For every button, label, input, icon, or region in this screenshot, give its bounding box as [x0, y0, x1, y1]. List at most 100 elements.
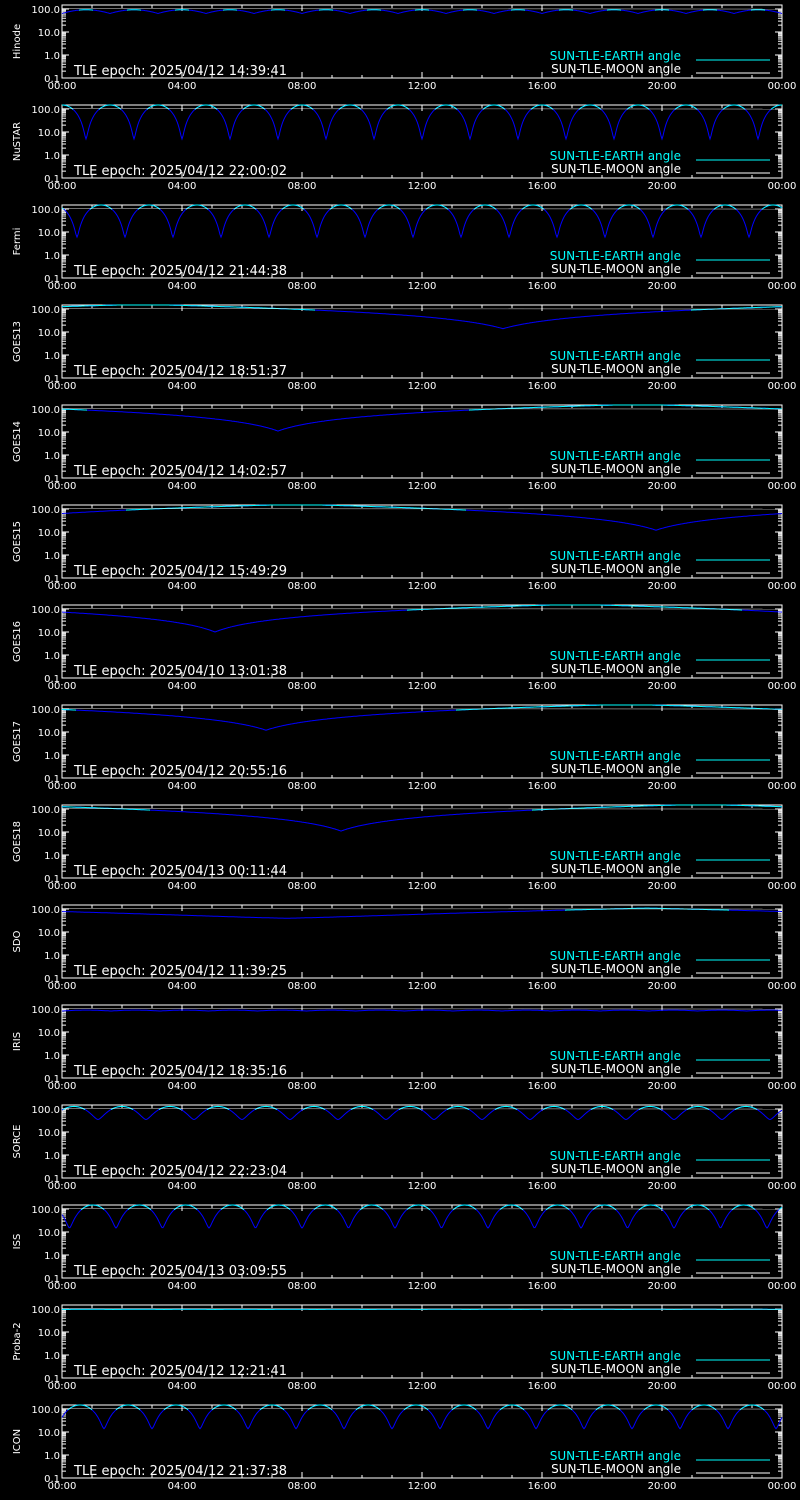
y-axis-ticks: [62, 1308, 782, 1379]
legend-earth-label: SUN-TLE-EARTH angle: [550, 849, 681, 863]
satellite-label: ISS: [12, 1234, 23, 1250]
x-tick-label: 04:00: [168, 1481, 197, 1492]
x-tick-label: 08:00: [288, 1381, 317, 1392]
satellite-label: GOES14: [12, 421, 23, 462]
x-tick-label: 04:00: [168, 781, 197, 792]
y-tick-label: 100.0: [31, 705, 60, 716]
x-tick-label: 20:00: [648, 681, 677, 692]
x-tick-label: 04:00: [168, 1081, 197, 1092]
x-tick-label: 00:00: [768, 981, 797, 992]
x-tick-label: 00:00: [768, 1381, 797, 1392]
x-tick-label: 16:00: [528, 181, 557, 192]
x-tick-label: 20:00: [648, 81, 677, 92]
y-tick-label: 10.0: [38, 428, 60, 439]
legend-earth-label: SUN-TLE-EARTH angle: [550, 249, 681, 263]
y-tick-label: 0.1: [44, 474, 60, 485]
y-tick-label: 0.1: [44, 1274, 60, 1285]
y-axis-ticks: [62, 408, 782, 479]
tle-epoch-text: TLE epoch: 2025/04/12 22:23:04: [73, 1164, 287, 1179]
y-tick-label: 10.0: [38, 28, 60, 39]
legend-earth-label: SUN-TLE-EARTH angle: [550, 149, 681, 163]
x-tick-label: 12:00: [408, 1181, 437, 1192]
y-tick-label: 0.1: [44, 1174, 60, 1185]
legend-moon-label: SUN-TLE-MOON angle: [551, 1362, 681, 1376]
y-tick-label: 1.0: [44, 1251, 60, 1262]
tle-epoch-text: TLE epoch: 2025/04/12 18:35:16: [73, 1064, 287, 1079]
x-tick-label: 04:00: [168, 281, 197, 292]
x-tick-label: 08:00: [288, 981, 317, 992]
x-tick-label: 00:00: [48, 81, 77, 92]
y-tick-label: 1.0: [44, 251, 60, 262]
satellite-label: Proba-2: [12, 1322, 23, 1360]
y-tick-label: 100.0: [31, 305, 60, 316]
y-tick-label: 10.0: [38, 528, 60, 539]
y-axis-ticks: [62, 608, 782, 679]
y-axis-ticks: [62, 108, 782, 179]
y-tick-label: 1.0: [44, 551, 60, 562]
x-tick-label: 20:00: [648, 981, 677, 992]
x-tick-label: 00:00: [768, 881, 797, 892]
x-tick-label: 00:00: [48, 581, 77, 592]
tle-epoch-text: TLE epoch: 2025/04/12 14:02:57: [73, 464, 287, 479]
x-tick-label: 12:00: [408, 881, 437, 892]
x-tick-label: 08:00: [288, 1481, 317, 1492]
satellite-label: GOES13: [12, 321, 23, 362]
y-tick-label: 100.0: [31, 905, 60, 916]
x-tick-label: 12:00: [408, 1381, 437, 1392]
legend-moon-label: SUN-TLE-MOON angle: [551, 1062, 681, 1076]
x-tick-label: 20:00: [648, 1081, 677, 1092]
y-tick-label: 0.1: [44, 1074, 60, 1085]
x-tick-label: 20:00: [648, 1181, 677, 1192]
x-tick-label: 00:00: [48, 481, 77, 492]
x-tick-label: 00:00: [768, 1481, 797, 1492]
x-tick-label: 04:00: [168, 981, 197, 992]
x-tick-label: 20:00: [648, 781, 677, 792]
legend-moon-label: SUN-TLE-MOON angle: [551, 462, 681, 476]
y-tick-label: 0.1: [44, 974, 60, 985]
legend-moon-label: SUN-TLE-MOON angle: [551, 162, 681, 176]
x-tick-label: 08:00: [288, 681, 317, 692]
x-tick-label: 00:00: [48, 1481, 77, 1492]
satellite-label: Fermi: [12, 228, 23, 256]
sun-earth-angle-visible-line: [62, 104, 782, 110]
y-tick-label: 1.0: [44, 51, 60, 62]
y-axis-ticks: [62, 808, 782, 879]
x-tick-label: 12:00: [408, 981, 437, 992]
x-tick-label: 08:00: [288, 781, 317, 792]
legend-moon-label: SUN-TLE-MOON angle: [551, 562, 681, 576]
x-axis-ticks: [61, 1305, 783, 1378]
tle-epoch-text: TLE epoch: 2025/04/12 21:37:38: [73, 1464, 287, 1479]
y-axis-ticks: [62, 208, 782, 279]
x-tick-label: 00:00: [768, 581, 797, 592]
satellite-label: GOES15: [12, 521, 23, 562]
y-tick-label: 1.0: [44, 1351, 60, 1362]
x-tick-label: 00:00: [48, 1281, 77, 1292]
y-tick-label: 1.0: [44, 1451, 60, 1462]
x-tick-label: 16:00: [528, 281, 557, 292]
x-tick-label: 00:00: [768, 681, 797, 692]
legend-earth-label: SUN-TLE-EARTH angle: [550, 949, 681, 963]
legend-earth-label: SUN-TLE-EARTH angle: [550, 1449, 681, 1463]
x-tick-label: 12:00: [408, 781, 437, 792]
legend-earth-label: SUN-TLE-EARTH angle: [550, 349, 681, 363]
x-tick-label: 12:00: [408, 181, 437, 192]
sun-earth-angle-visible-line: [80, 1204, 783, 1211]
y-axis-ticks: [62, 908, 782, 979]
y-tick-label: 0.1: [44, 674, 60, 685]
x-tick-label: 00:00: [768, 281, 797, 292]
x-tick-label: 04:00: [168, 681, 197, 692]
x-tick-label: 20:00: [648, 1481, 677, 1492]
sun-earth-angle-line: [62, 104, 782, 141]
x-tick-label: 00:00: [48, 681, 77, 692]
y-axis-ticks: [62, 1008, 782, 1079]
sun-earth-angle-line: [62, 1009, 782, 1012]
x-tick-label: 16:00: [528, 481, 557, 492]
x-tick-label: 00:00: [48, 181, 77, 192]
x-tick-label: 12:00: [408, 81, 437, 92]
x-tick-label: 08:00: [288, 1281, 317, 1292]
x-axis-ticks: [61, 1205, 783, 1278]
y-tick-label: 0.1: [44, 1374, 60, 1385]
satellite-label: IRIS: [12, 1032, 23, 1051]
legend-earth-label: SUN-TLE-EARTH angle: [550, 449, 681, 463]
x-tick-label: 16:00: [528, 1281, 557, 1292]
